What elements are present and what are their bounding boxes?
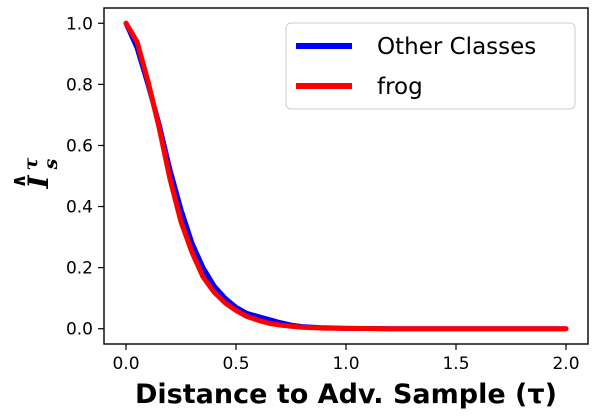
series-line-frog [123,20,569,332]
y-tick-label: 1.0 [66,14,93,34]
y-axis: 0.0 0.2 0.4 0.6 0.8 1.0 [66,14,104,340]
x-tick-label: 1.0 [332,354,359,374]
y-axis-label-superscript: τ [20,157,42,170]
y-axis-label-hat: ∧ [8,173,30,188]
y-tick-label: 0.0 [66,320,93,340]
x-tick-label: 0.5 [222,354,249,374]
series-layer [123,20,569,332]
y-tick-label: 0.2 [66,259,93,279]
x-tick-label: 1.5 [442,354,469,374]
legend: Other Classes frog [285,22,576,110]
y-tick-label: 0.4 [66,198,93,218]
y-tick-label: 0.6 [66,136,93,156]
y-axis-label-base: I [22,175,55,190]
legend-label-frog: frog [377,74,423,100]
legend-box [285,22,576,110]
legend-label-other-classes: Other Classes [377,34,536,60]
x-tick-label: 0.0 [112,354,139,374]
y-tick-label: 0.8 [66,75,93,95]
x-tick-label: 2.0 [552,354,579,374]
x-axis-label: Distance to Adv. Sample (τ) [135,379,557,410]
x-axis: 0.0 0.5 1.0 1.5 2.0 [112,344,580,374]
y-axis-label: I ∧ τ s [8,157,62,189]
y-axis-label-subscript: s [40,158,62,170]
